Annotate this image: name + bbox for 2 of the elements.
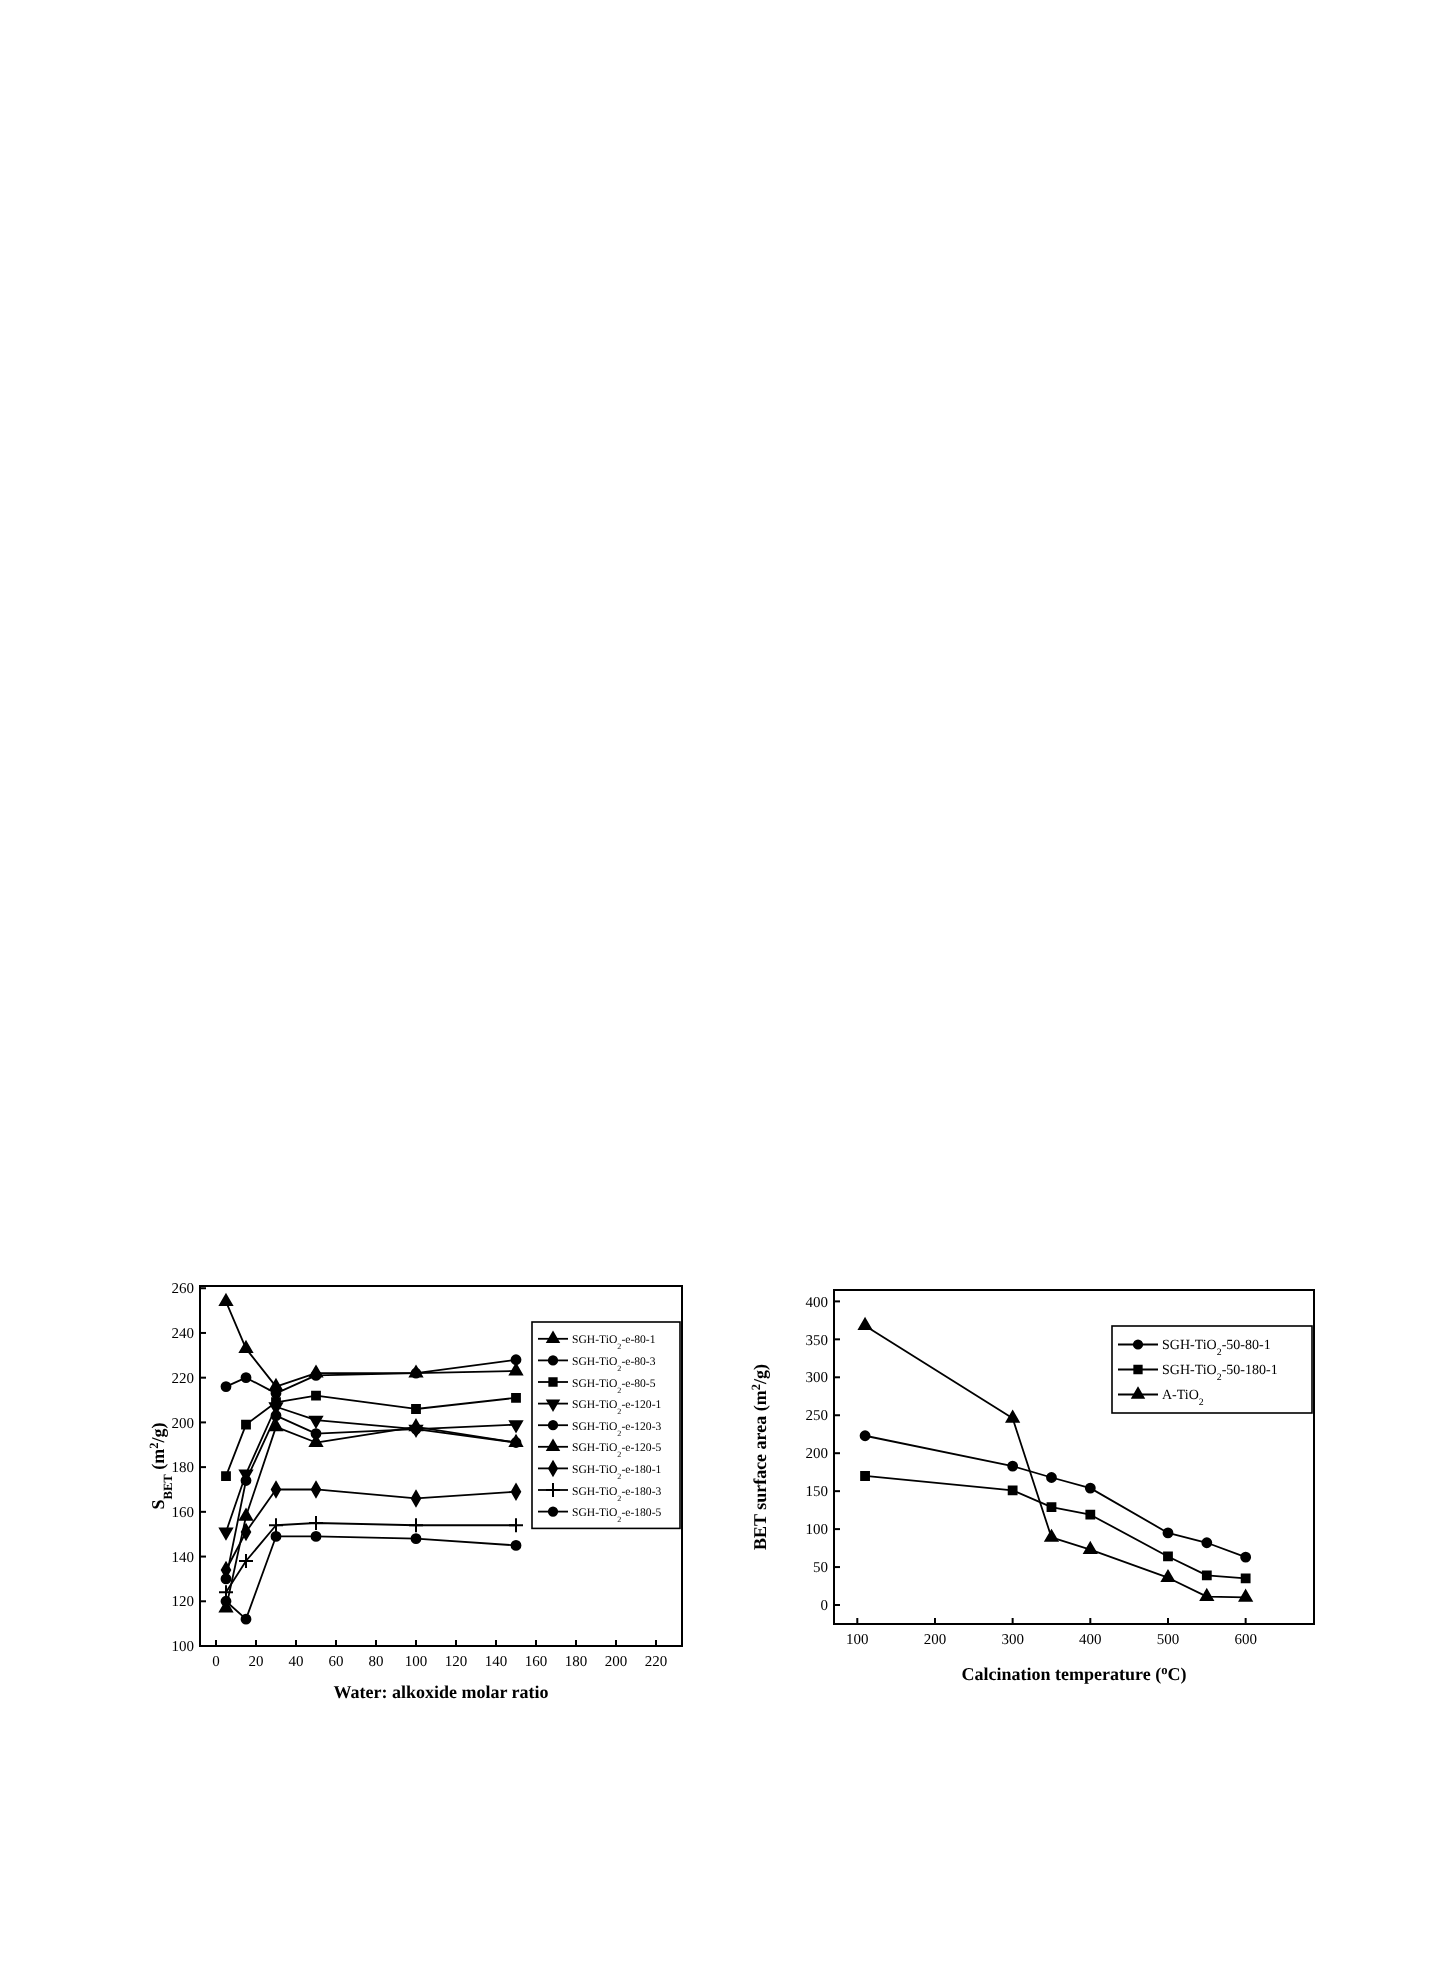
x-axis-title: Calcination temperature ($^{o}$C) — [961, 1663, 1187, 1684]
x-axis-title: Water: alkoxide molar ratio — [333, 1682, 550, 1702]
